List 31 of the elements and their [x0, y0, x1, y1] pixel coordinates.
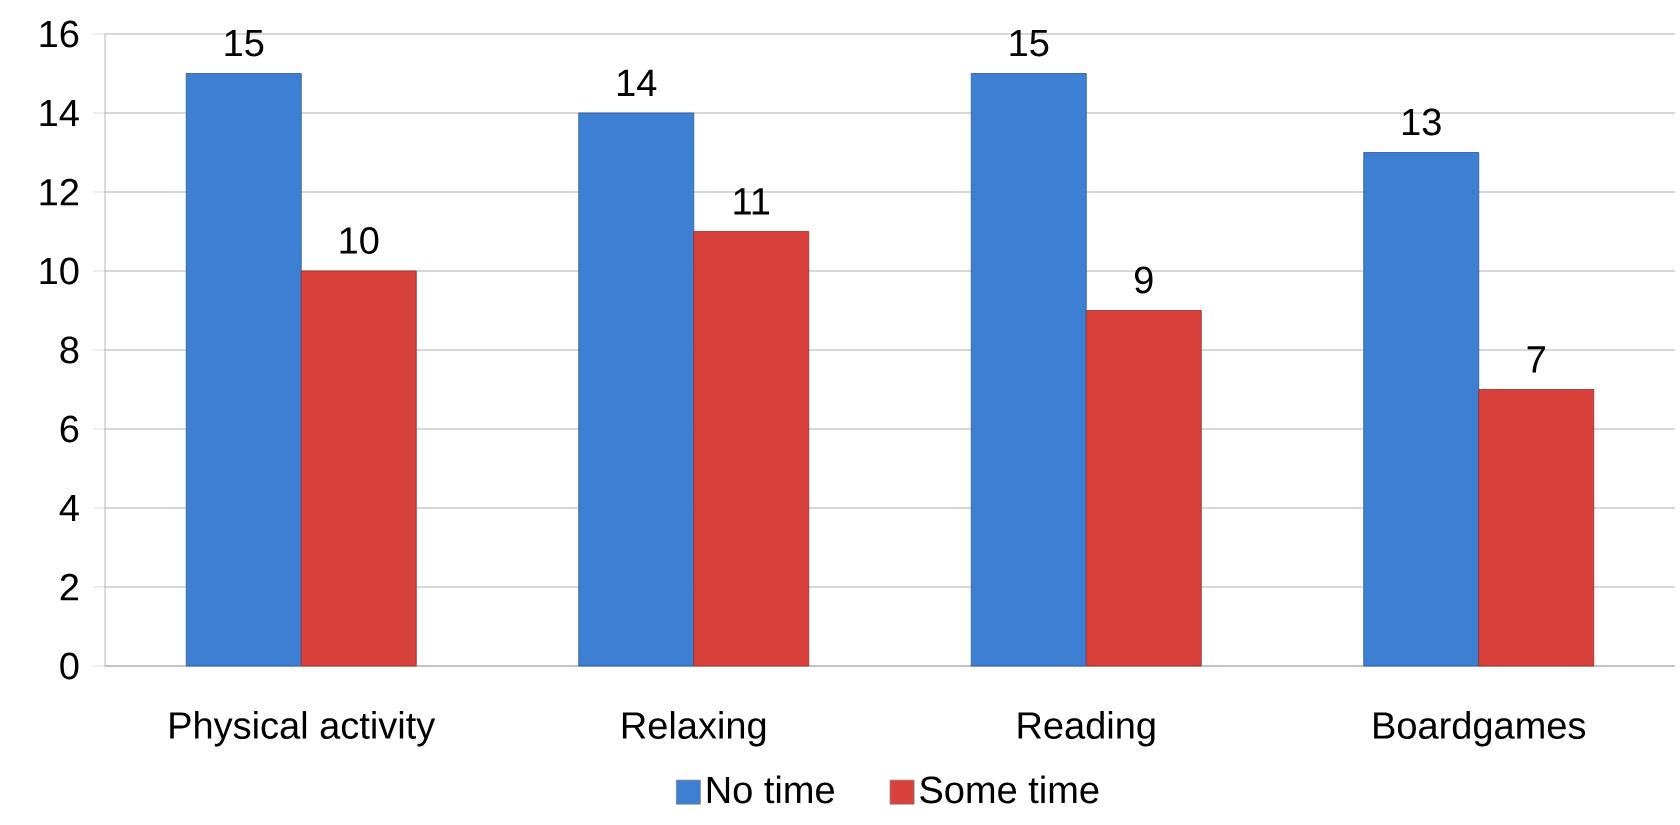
y-tick-label: 2: [60, 573, 79, 601]
bar: [1363, 152, 1480, 667]
data-label: 7: [1527, 346, 1545, 373]
bar: [1085, 310, 1202, 667]
data-label: 15: [225, 29, 264, 57]
legend-label: Some time: [920, 775, 1099, 804]
y-tick-label: 8: [60, 336, 79, 364]
y-tick-label: 6: [60, 415, 79, 443]
x-tick-label: Boardgames: [1374, 711, 1586, 747]
legend-label: No time: [707, 775, 834, 804]
y-tick-label: 0: [60, 652, 79, 680]
bar: [1478, 389, 1595, 667]
bar: [185, 73, 302, 667]
bar: [578, 112, 695, 667]
data-label: 9: [1134, 266, 1153, 294]
bar: [300, 270, 417, 667]
x-tick-label: Physical activity: [170, 711, 436, 747]
data-label: 10: [340, 227, 379, 254]
x-tick-label: Relaxing: [622, 711, 766, 747]
data-label: 14: [618, 69, 657, 96]
y-tick-label: 16: [40, 20, 79, 48]
data-label: 11: [734, 188, 770, 215]
y-tick-label: 12: [40, 178, 79, 206]
y-tick-label: 4: [59, 494, 79, 522]
bar: [693, 231, 810, 667]
x-tick-label: Reading: [1018, 711, 1155, 747]
y-tick-label: 14: [40, 99, 79, 127]
data-label: 15: [1010, 29, 1049, 57]
data-label: 13: [1403, 108, 1441, 136]
y-tick-label: 10: [40, 257, 79, 285]
bar: [970, 73, 1087, 667]
